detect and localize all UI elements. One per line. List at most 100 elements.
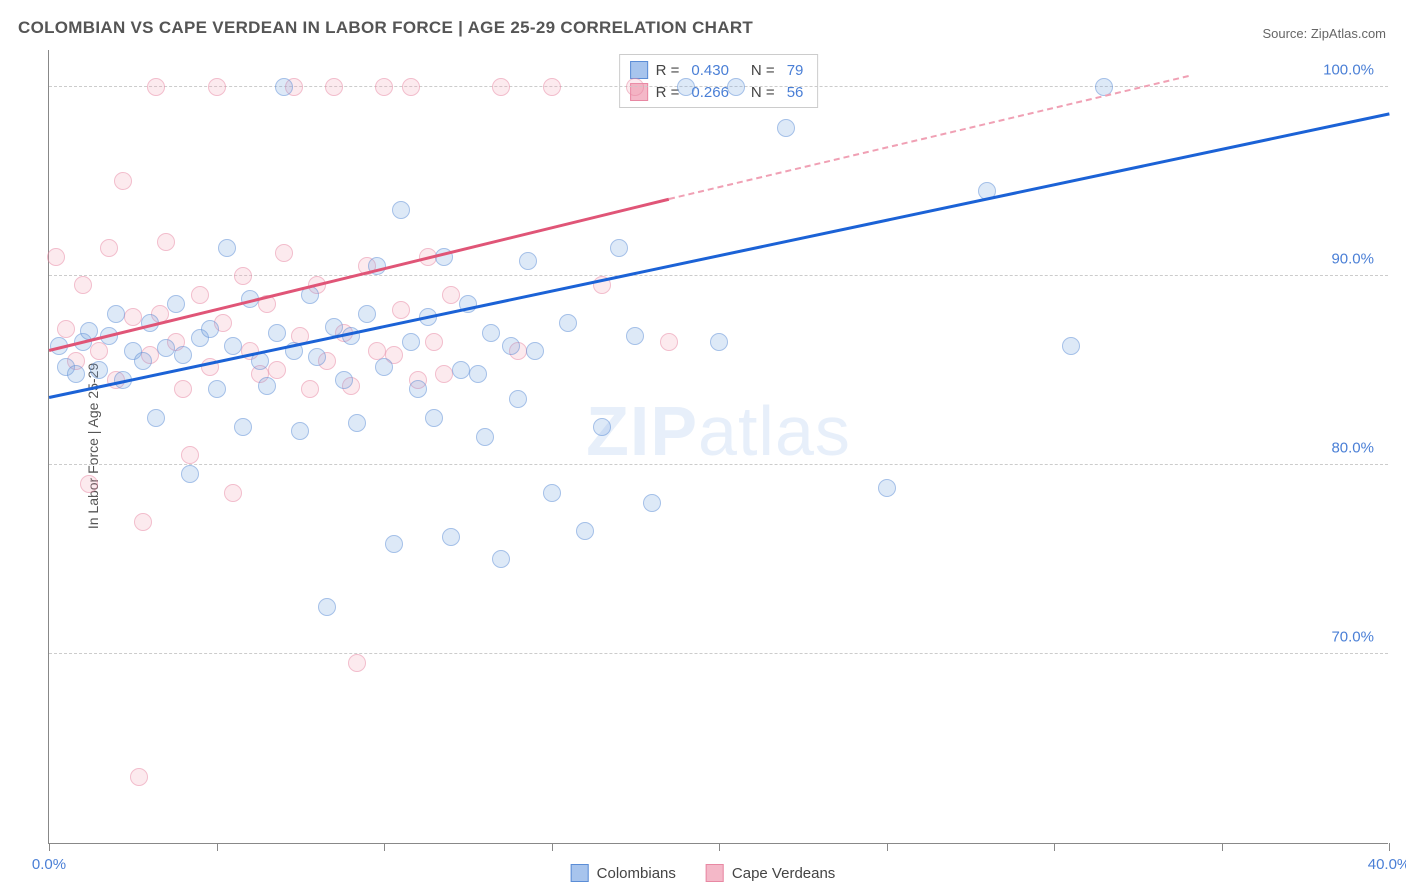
scatter-point-colombian — [291, 422, 309, 440]
scatter-point-colombian — [234, 418, 252, 436]
scatter-point-colombian — [375, 358, 393, 376]
scatter-point-colombian — [134, 352, 152, 370]
scatter-point-colombian — [425, 409, 443, 427]
scatter-point-colombian — [677, 78, 695, 96]
scatter-point-colombian — [308, 348, 326, 366]
scatter-point-colombian — [335, 371, 353, 389]
scatter-point-colombian — [409, 380, 427, 398]
ytick-label: 100.0% — [1323, 61, 1374, 78]
xtick-label: 0.0% — [32, 856, 66, 873]
stats-row-colombians: R = 0.430 N = 79 — [630, 59, 808, 81]
scatter-point-colombian — [442, 528, 460, 546]
scatter-point-capeverdean — [181, 446, 199, 464]
scatter-point-capeverdean — [80, 475, 98, 493]
xtick — [1389, 843, 1390, 851]
scatter-point-colombian — [268, 324, 286, 342]
scatter-point-colombian — [348, 414, 366, 432]
scatter-point-capeverdean — [90, 342, 108, 360]
scatter-point-colombian — [385, 535, 403, 553]
n-label: N = — [751, 62, 775, 79]
scatter-point-capeverdean — [100, 239, 118, 257]
ytick-label: 70.0% — [1331, 628, 1374, 645]
scatter-point-capeverdean — [392, 301, 410, 319]
scatter-point-colombian — [469, 365, 487, 383]
scatter-point-colombian — [258, 377, 276, 395]
xtick — [1222, 843, 1223, 851]
watermark: ZIPatlas — [586, 391, 851, 471]
scatter-point-colombian — [358, 305, 376, 323]
scatter-point-colombian — [502, 337, 520, 355]
scatter-point-colombian — [218, 239, 236, 257]
legend-swatch-colombians — [571, 864, 589, 882]
scatter-point-colombian — [1062, 337, 1080, 355]
scatter-point-capeverdean — [157, 233, 175, 251]
plot-area: ZIPatlas R = 0.430 N = 79 R = 0.266 N = … — [48, 50, 1388, 844]
scatter-point-colombian — [90, 361, 108, 379]
scatter-point-colombian — [519, 252, 537, 270]
legend-label-colombians: Colombians — [597, 865, 676, 882]
scatter-point-colombian — [157, 339, 175, 357]
scatter-point-colombian — [174, 346, 192, 364]
scatter-point-colombian — [878, 479, 896, 497]
source-attribution: Source: ZipAtlas.com — [1262, 26, 1386, 41]
scatter-point-colombian — [167, 295, 185, 313]
ytick-label: 90.0% — [1331, 250, 1374, 267]
trendline-colombians — [49, 113, 1390, 399]
scatter-point-capeverdean — [442, 286, 460, 304]
scatter-point-capeverdean — [234, 267, 252, 285]
scatter-point-colombian — [224, 337, 242, 355]
xtick — [384, 843, 385, 851]
legend-item-colombians: Colombians — [571, 864, 676, 882]
chart-title: COLOMBIAN VS CAPE VERDEAN IN LABOR FORCE… — [18, 18, 753, 38]
gridline — [49, 86, 1388, 87]
scatter-point-capeverdean — [275, 244, 293, 262]
scatter-point-colombian — [318, 598, 336, 616]
legend-item-capeverdeans: Cape Verdeans — [706, 864, 835, 882]
n-value-colombians: 79 — [787, 62, 804, 79]
scatter-point-colombian — [710, 333, 728, 351]
scatter-point-colombian — [526, 342, 544, 360]
scatter-point-colombian — [402, 333, 420, 351]
scatter-point-capeverdean — [174, 380, 192, 398]
scatter-point-colombian — [727, 78, 745, 96]
xtick — [49, 843, 50, 851]
xtick — [217, 843, 218, 851]
ytick-label: 80.0% — [1331, 439, 1374, 456]
scatter-point-capeverdean — [57, 320, 75, 338]
scatter-point-capeverdean — [402, 78, 420, 96]
scatter-point-capeverdean — [626, 78, 644, 96]
scatter-point-colombian — [643, 494, 661, 512]
r-value-colombians: 0.430 — [691, 62, 729, 79]
scatter-point-capeverdean — [130, 768, 148, 786]
xtick — [1054, 843, 1055, 851]
scatter-point-capeverdean — [301, 380, 319, 398]
scatter-point-capeverdean — [543, 78, 561, 96]
scatter-point-capeverdean — [47, 248, 65, 266]
gridline — [49, 464, 1388, 465]
scatter-point-capeverdean — [425, 333, 443, 351]
scatter-point-capeverdean — [660, 333, 678, 351]
scatter-point-colombian — [392, 201, 410, 219]
scatter-point-capeverdean — [348, 654, 366, 672]
scatter-point-colombian — [509, 390, 527, 408]
scatter-point-colombian — [559, 314, 577, 332]
scatter-point-capeverdean — [224, 484, 242, 502]
scatter-point-capeverdean — [492, 78, 510, 96]
scatter-point-colombian — [275, 78, 293, 96]
xtick-label: 40.0% — [1368, 856, 1406, 873]
bottom-legend: Colombians Cape Verdeans — [571, 864, 836, 882]
scatter-point-capeverdean — [435, 365, 453, 383]
legend-swatch-capeverdeans — [706, 864, 724, 882]
scatter-point-colombian — [543, 484, 561, 502]
scatter-point-colombian — [476, 428, 494, 446]
xtick — [552, 843, 553, 851]
scatter-point-colombian — [610, 239, 628, 257]
scatter-point-capeverdean — [375, 78, 393, 96]
scatter-point-colombian — [492, 550, 510, 568]
legend-label-capeverdeans: Cape Verdeans — [732, 865, 835, 882]
r-label: R = — [656, 62, 680, 79]
scatter-point-colombian — [67, 365, 85, 383]
scatter-point-colombian — [208, 380, 226, 398]
stats-row-capeverdeans: R = 0.266 N = 56 — [630, 81, 808, 103]
correlation-stats-box: R = 0.430 N = 79 R = 0.266 N = 56 — [619, 54, 819, 108]
